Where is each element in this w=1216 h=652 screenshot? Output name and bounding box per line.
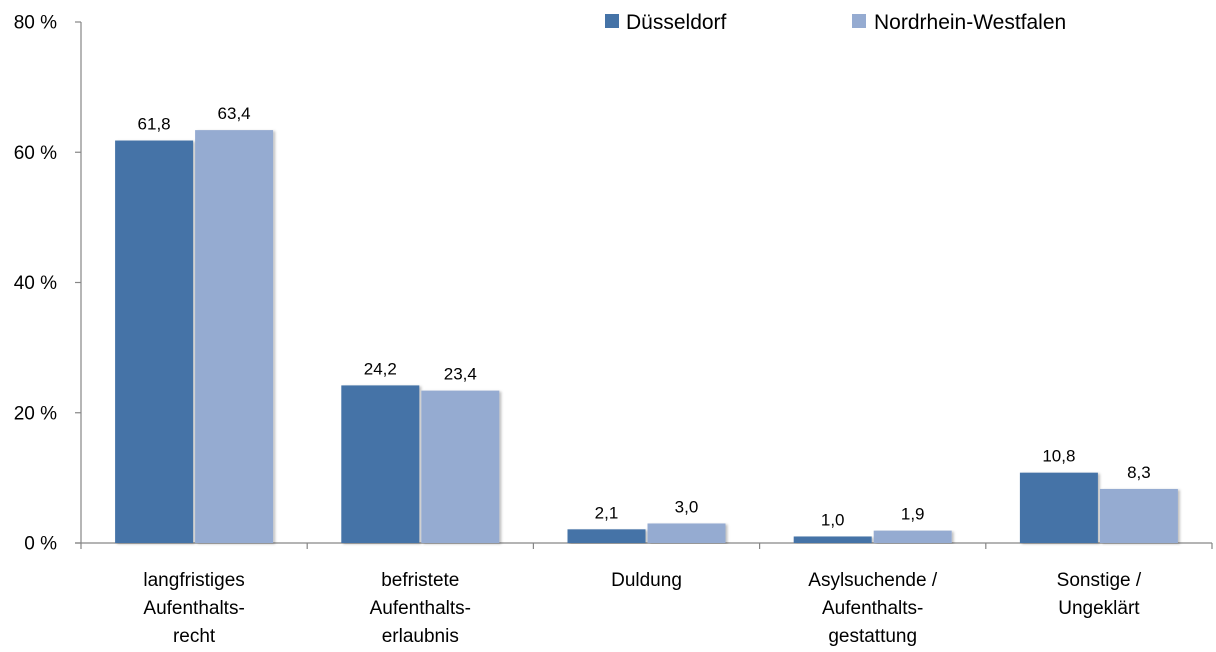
category-label: Aufenthalts-	[822, 598, 923, 619]
category-labels: langfristiges Aufenthalts-recht befristete…	[143, 570, 1141, 647]
bar-duesseldorf-4	[1019, 472, 1098, 543]
legend-swatch	[605, 14, 619, 28]
data-label: 10,8	[1042, 447, 1075, 466]
y-tick-label: 40 %	[14, 273, 57, 294]
category-label: gestattung	[828, 626, 917, 647]
x-axis	[75, 542, 1213, 549]
category-label: Aufenthalts-	[370, 598, 471, 619]
data-label: 63,4	[218, 104, 251, 123]
bar-duesseldorf-1	[341, 385, 420, 543]
category-label: Sonstige /	[1057, 570, 1142, 591]
category-label: Asylsuchende /	[808, 570, 938, 591]
category-label: recht	[173, 626, 216, 647]
category-label: Ungeklärt	[1058, 598, 1140, 619]
bar-duesseldorf-2	[567, 529, 646, 543]
y-tick-label: 0 %	[24, 534, 57, 555]
data-label: 23,4	[444, 365, 477, 384]
data-label: 61,8	[138, 115, 171, 134]
bar-nrw-2	[647, 523, 726, 543]
bar-duesseldorf-0	[115, 140, 194, 543]
y-tick-label: 60 %	[14, 143, 57, 164]
category-label: Aufenthalts-	[143, 598, 244, 619]
data-label: 24,2	[364, 359, 397, 378]
data-label: 8,3	[1127, 463, 1151, 482]
bar-duesseldorf-3	[793, 536, 872, 543]
legend-label: Nordrhein-Westfalen	[874, 11, 1066, 34]
data-labels: 61,8 63,4 24,2 23,4 2,1 3,0 1,0 1,9 10,8 8,3	[138, 104, 1151, 529]
category-label: erlaubnis	[382, 626, 459, 647]
y-axis: 0 % 20 % 40 % 60 % 80 %	[14, 13, 82, 555]
bars	[115, 130, 1178, 544]
category-label: befristete	[381, 570, 459, 591]
legend: Düsseldorf Nordrhein-Westfalen	[605, 11, 1066, 34]
bar-nrw-3	[873, 530, 952, 543]
legend-label: Düsseldorf	[626, 11, 727, 34]
bar-nrw-1	[421, 390, 500, 543]
data-label: 2,1	[595, 503, 619, 522]
category-label: langfristiges	[143, 570, 244, 591]
legend-swatch	[852, 14, 866, 28]
category-label: Duldung	[611, 570, 682, 591]
y-tick-label: 20 %	[14, 403, 57, 424]
data-label: 3,0	[675, 497, 699, 516]
data-label: 1,0	[821, 510, 845, 529]
bar-nrw-4	[1099, 488, 1178, 543]
data-label: 1,9	[901, 505, 925, 524]
y-tick-label: 80 %	[14, 13, 57, 34]
bar-nrw-0	[195, 130, 274, 544]
